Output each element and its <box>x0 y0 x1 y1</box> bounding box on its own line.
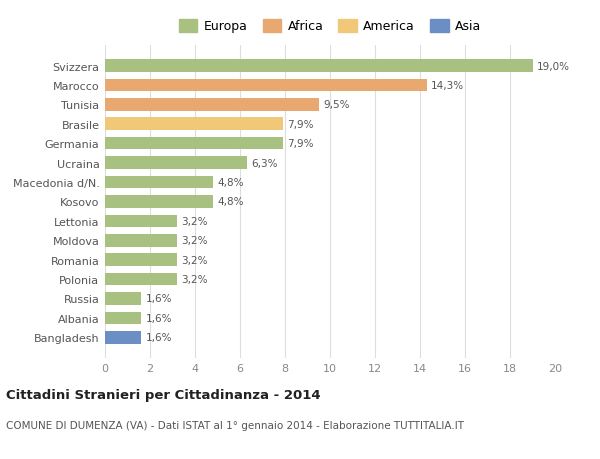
Text: 3,2%: 3,2% <box>182 255 208 265</box>
Text: 7,9%: 7,9% <box>287 119 314 129</box>
Text: 6,3%: 6,3% <box>251 158 278 168</box>
Bar <box>105 215 177 228</box>
Text: 7,9%: 7,9% <box>287 139 314 149</box>
Text: 3,2%: 3,2% <box>182 274 208 285</box>
Text: 4,8%: 4,8% <box>218 197 244 207</box>
Bar <box>105 273 177 286</box>
Bar <box>105 292 141 305</box>
Text: 1,6%: 1,6% <box>146 333 172 342</box>
Bar <box>105 254 177 266</box>
Bar <box>105 79 427 92</box>
Bar <box>105 157 247 169</box>
Text: 9,5%: 9,5% <box>323 100 350 110</box>
Bar <box>105 196 213 208</box>
Bar <box>105 138 283 150</box>
Bar <box>105 312 141 325</box>
Text: Cittadini Stranieri per Cittadinanza - 2014: Cittadini Stranieri per Cittadinanza - 2… <box>6 388 320 401</box>
Text: COMUNE DI DUMENZA (VA) - Dati ISTAT al 1° gennaio 2014 - Elaborazione TUTTITALIA: COMUNE DI DUMENZA (VA) - Dati ISTAT al 1… <box>6 420 464 430</box>
Text: 3,2%: 3,2% <box>182 216 208 226</box>
Bar <box>105 99 319 112</box>
Legend: Europa, Africa, America, Asia: Europa, Africa, America, Asia <box>179 20 481 34</box>
Text: 19,0%: 19,0% <box>537 62 570 71</box>
Text: 1,6%: 1,6% <box>146 294 172 304</box>
Bar <box>105 235 177 247</box>
Text: 3,2%: 3,2% <box>182 236 208 246</box>
Text: 14,3%: 14,3% <box>431 81 464 91</box>
Bar <box>105 176 213 189</box>
Bar <box>105 118 283 131</box>
Text: 1,6%: 1,6% <box>146 313 172 323</box>
Text: 4,8%: 4,8% <box>218 178 244 188</box>
Bar <box>105 60 533 73</box>
Bar <box>105 331 141 344</box>
